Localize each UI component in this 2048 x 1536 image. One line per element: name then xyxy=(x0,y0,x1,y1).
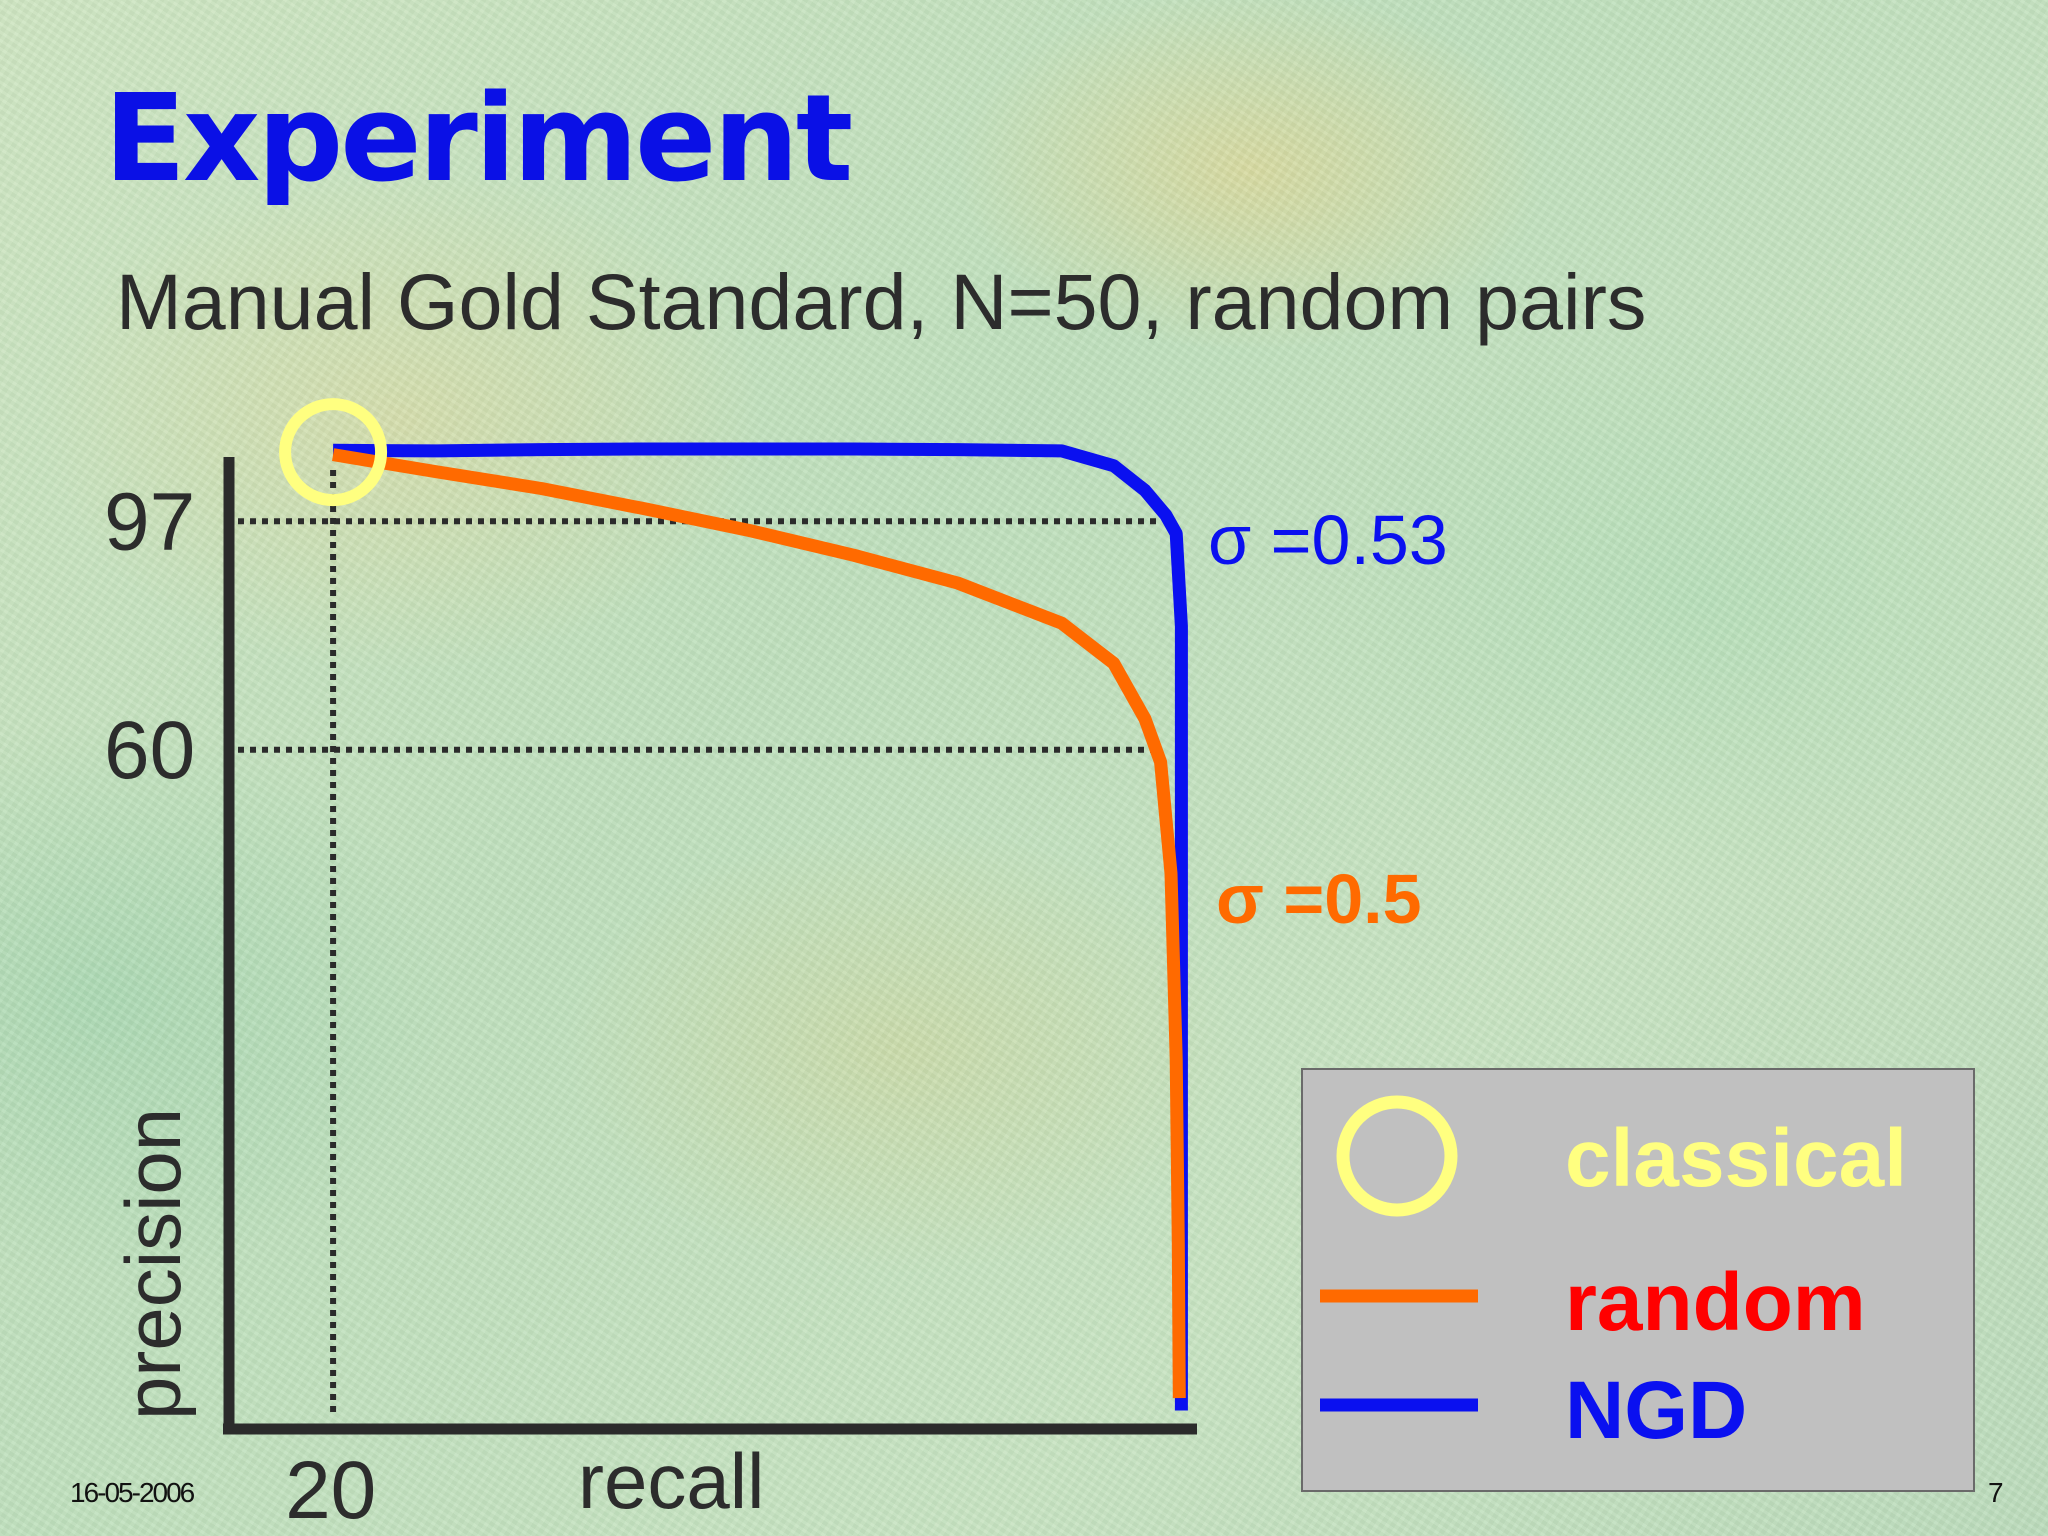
slide-title: Experiment xyxy=(104,70,853,209)
ngd-sigma-annotation: σ =0.53 xyxy=(1208,501,1448,579)
slide-page-number: 7 xyxy=(1988,1477,2004,1508)
x-axis-label: recall xyxy=(578,1437,764,1525)
legend-random-label: random xyxy=(1565,1257,1866,1348)
slide-subtitle: Manual Gold Standard, N=50, random pairs xyxy=(116,257,1647,346)
classical-marker xyxy=(279,398,388,507)
legend-box xyxy=(1301,1068,1975,1492)
x-tick-label-20: 20 xyxy=(285,1445,376,1536)
slide-date: 16-05-2006 xyxy=(70,1477,195,1508)
legend-classical-marker xyxy=(1336,1095,1458,1217)
legend: classical random NGD xyxy=(1301,1068,1975,1492)
axes xyxy=(223,457,1197,1435)
y-tick-label-60: 60 xyxy=(104,705,195,796)
legend-ngd-label: NGD xyxy=(1565,1365,1747,1456)
NGD-series-line xyxy=(333,442,1188,1411)
random-sigma-annotation: σ =0.5 xyxy=(1216,860,1422,938)
y-tick-label-97: 97 xyxy=(104,476,195,567)
legend-classical-label: classical xyxy=(1565,1113,1907,1204)
y-axis-label: precision xyxy=(109,1108,197,1420)
random-series-line xyxy=(332,448,1186,1399)
